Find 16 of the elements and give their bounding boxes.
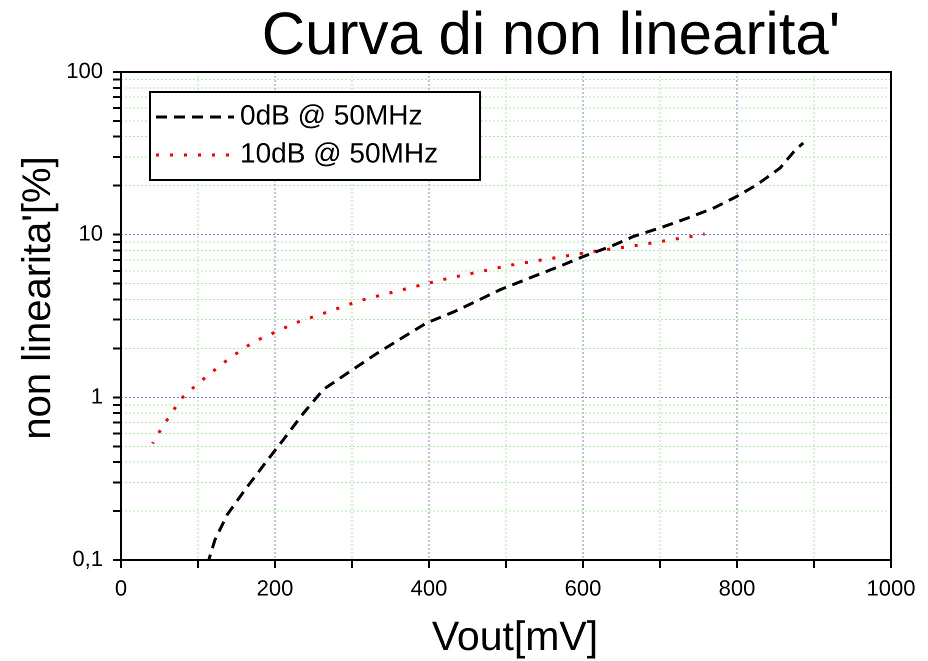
x-tick-label: 600 (564, 575, 602, 600)
y-tick-label: 10 (78, 220, 103, 246)
y-tick-label: 100 (66, 58, 103, 84)
x-tick-label: 400 (410, 575, 448, 600)
x-tick-label: 800 (718, 575, 756, 600)
x-axis-title: Vout[mV] (432, 613, 598, 659)
chart-title: Curva di non linearita' (262, 0, 840, 67)
legend-label: 10dB @ 50MHz (240, 138, 438, 169)
y-tick-label: 1 (90, 383, 103, 408)
x-tick-label: 1000 (866, 575, 916, 600)
line-series (151, 232, 706, 446)
y-tick-label: 0,1 (72, 546, 103, 572)
legend-label: 0dB @ 50MHz (240, 100, 422, 131)
y-axis-title: non linearita'[%] (15, 156, 59, 440)
x-tick-label: 200 (256, 575, 294, 600)
x-tick-label: 0 (114, 575, 128, 600)
